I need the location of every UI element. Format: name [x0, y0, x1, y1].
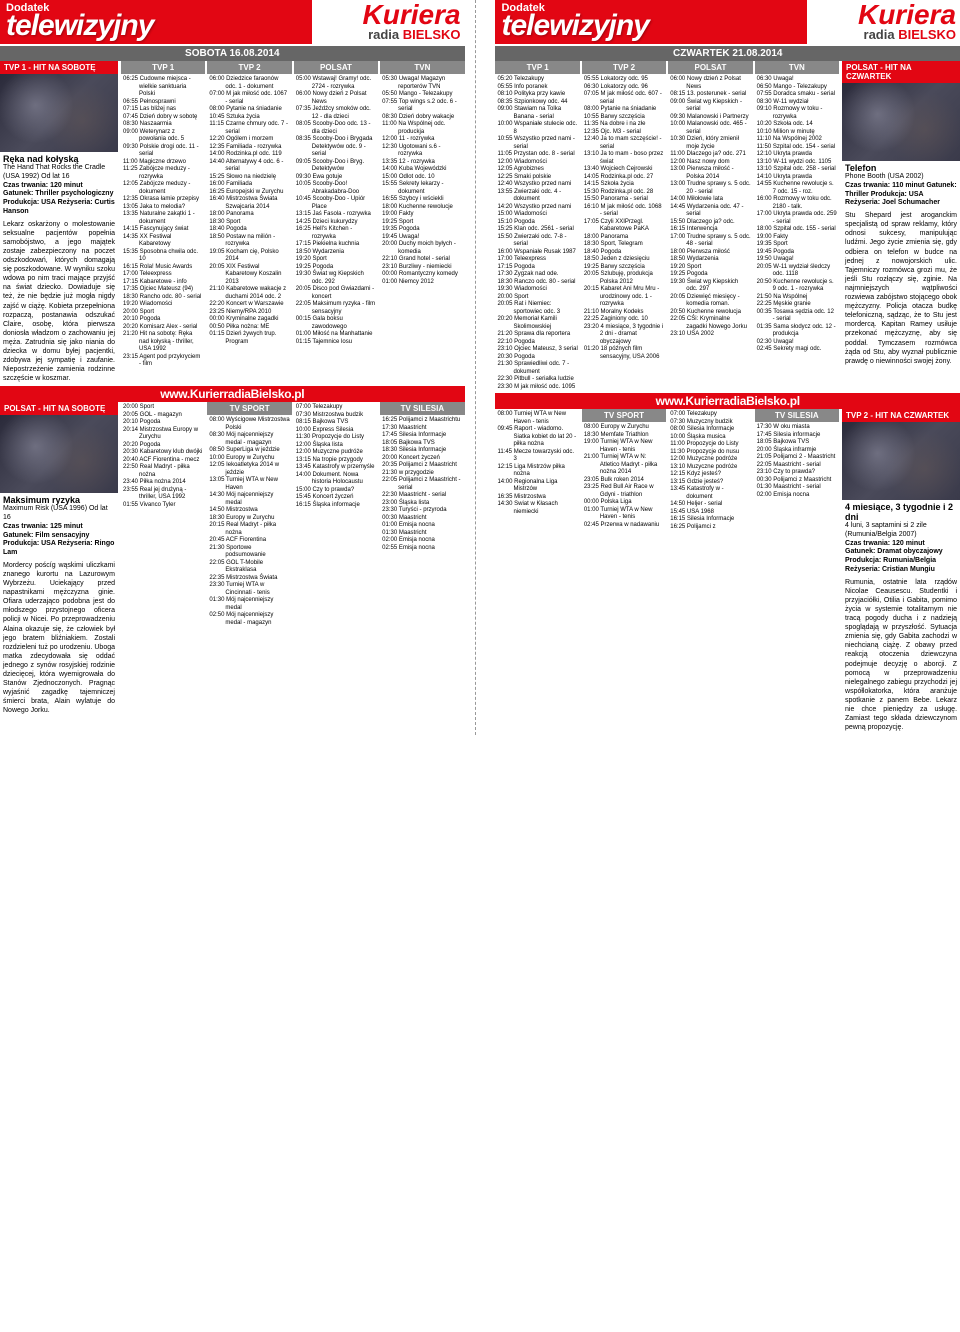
- hit-col-right-1: POLSAT - HIT NA CZWARTEK Telefon Phone B…: [842, 61, 960, 393]
- col-tvn-l: TVN 05:30 Uwaga! Magazyn reporterów TVN0…: [380, 61, 464, 386]
- col2-2-l: 07:00 Telezakupy07:30 Mistrzostwa budzik…: [294, 402, 378, 718]
- head-tvp1-l: TVP 1: [121, 61, 205, 74]
- supplement-block-r: Dodatek telewizyjny: [495, 0, 807, 44]
- hit-col-left-1: TVP 1 - HIT NA SOBOTĘ Ręka nad kołyską T…: [0, 61, 118, 386]
- listing2-3-l: 16:25 Polijamci z Maastrichtu17:30 Maast…: [380, 415, 464, 554]
- hit2-img-l: [0, 415, 118, 493]
- date-bar-left: SOBOTA 16.08.2014: [0, 46, 465, 61]
- logo-kuriera-r: Kuriera: [811, 2, 956, 27]
- supplement-title-r: telewizyjny: [501, 14, 801, 38]
- col-tvp1-l: TVP 1 06:25 Cudowne miejsca - wielkie sa…: [121, 61, 205, 386]
- logo-radio-r: radia BIELSKO: [811, 27, 956, 42]
- head-sport-l: TV SPORT: [207, 402, 291, 415]
- supplement-block: Dodatek telewizyjny: [0, 0, 312, 44]
- logo-radio: radia BIELSKO: [316, 27, 461, 42]
- supplement-title: telewizyjny: [6, 14, 306, 38]
- listing2-1-r: 08:00 Europy w Zurychu18:30 Memfate Tria…: [582, 422, 666, 531]
- col-tvn-r: TVN 06:30 Uwaga!06:50 Mango - Telezakupy…: [755, 61, 839, 393]
- date-bar-right: CZWARTEK 21.08.2014: [495, 46, 960, 61]
- listing-tvn-r: 06:30 Uwaga!06:50 Mango - Telezakupy07:5…: [755, 74, 839, 356]
- hit2-bar-l: POLSAT - HIT NA SOBOTĘ: [0, 402, 118, 415]
- listing2-2-r: 07:00 Telezakupy07:30 Muzyczny budzik08:…: [668, 409, 752, 533]
- page-right: Dodatek telewizyjny Kuriera radia BIELSK…: [495, 0, 960, 735]
- col-polsat-r: POLSAT 06:00 Nowy dzień z Polsat News08:…: [668, 61, 752, 393]
- col-tvp2-r: TVP 2 05:55 Lokatorzy odc. 9506:30 Lokat…: [582, 61, 666, 393]
- hit1-img-l: [0, 74, 118, 152]
- col2-3-r: TV SILESIA 17:30 W oku miasta17:45 Siles…: [755, 409, 839, 735]
- listing-polsat-l: 05:00 Wstawaj! Gramy! odc. 2724 - rozryw…: [294, 74, 378, 348]
- listing-tvp2-r: 05:55 Lokatorzy odc. 9506:30 Lokatorzy o…: [582, 74, 666, 363]
- hit1-info-r: Czas trwania: 110 minut Gatunek: Thrille…: [842, 182, 960, 208]
- listing2-0-r: 08:00 Turniej WTA w New Haven - tenis09:…: [495, 409, 579, 518]
- head-silesia-l: TV SILESIA: [380, 402, 464, 415]
- channel-cols-right-bottom: 08:00 Turniej WTA w New Haven - tenis09:…: [495, 409, 839, 735]
- hit1-sub-r: Phone Booth (USA 2002): [842, 173, 960, 182]
- col2-0-r: 08:00 Turniej WTA w New Haven - tenis09:…: [495, 409, 579, 735]
- listing-tvp1-r: 05:20 Telezakupy05:55 Info poranek08:10 …: [495, 74, 579, 393]
- channel-cols-right-top: TVP 1 05:20 Telezakupy05:55 Info poranek…: [495, 61, 839, 393]
- col-tvp1-r: TVP 1 05:20 Telezakupy05:55 Info poranek…: [495, 61, 579, 393]
- col-tvp2-l: TVP 2 06:00 Dziedzice faraonów odc. 1 - …: [207, 61, 291, 386]
- listing2-0-l: 20:00 Sport20:05 GOL - magazyn20:10 Pogo…: [121, 402, 205, 511]
- hit1-title-l: Ręka nad kołyską: [0, 152, 118, 164]
- col-polsat-l: POLSAT 05:00 Wstawaj! Gramy! odc. 2724 -…: [294, 61, 378, 386]
- hit-col-left-2: POLSAT - HIT NA SOBOTĘ Maksimum ryzyka M…: [0, 402, 118, 718]
- hit2-title-r: 4 miesiące, 3 tygodnie i 2 dni: [842, 500, 960, 522]
- footer-url-r: www.KurierradiaBielsko.pl: [495, 393, 960, 409]
- col2-1-r: TV SPORT 08:00 Europy w Zurychu18:30 Mem…: [582, 409, 666, 735]
- listing-tvn-l: 05:30 Uwaga! Magazyn reporterów TVN05:50…: [380, 74, 464, 288]
- hit1-title-r: Telefon: [842, 161, 960, 173]
- hit2-sub-r: 4 luni, 3 saptamini si 2 zile (Rumunia/B…: [842, 522, 960, 540]
- head-tvp2-l: TVP 2: [207, 61, 291, 74]
- hit2-info-r: Czas trwania: 120 minut Gatunek: Dramat …: [842, 540, 960, 575]
- hit2-desc-r: Rumunia, ostatnie lata rządów Nicolae Ce…: [842, 575, 960, 736]
- columns-right-bottom: 08:00 Turniej WTA w New Haven - tenis09:…: [495, 409, 960, 735]
- hit1-info-l: Czas trwania: 120 minut Gatunek: Thrille…: [0, 182, 118, 217]
- listing2-2-l: 07:00 Telezakupy07:30 Mistrzostwa budzik…: [294, 402, 378, 511]
- head-sport-r: TV SPORT: [582, 409, 666, 422]
- head-silesia-r: TV SILESIA: [755, 409, 839, 422]
- hit1-desc-l: Lekarz oskarżony o molestowanie seksualn…: [0, 217, 118, 387]
- page-left: Dodatek telewizyjny Kuriera radia BIELSK…: [0, 0, 465, 735]
- channel-cols-left-top: TVP 1 06:25 Cudowne miejsca - wielkie sa…: [121, 61, 465, 386]
- hit-col-right-2: TVP 2 - HIT NA CZWARTEK 4 miesiące, 3 ty…: [842, 409, 960, 735]
- head-tvn-l: TVN: [380, 61, 464, 74]
- logo-block: Kuriera radia BIELSKO: [312, 0, 465, 44]
- hit1-bar-l: TVP 1 - HIT NA SOBOTĘ: [0, 61, 118, 74]
- hit2-sub-l: Maximum Risk (USA 1996) Od lat 16: [0, 505, 118, 523]
- header-right: Dodatek telewizyjny Kuriera radia BIELSK…: [495, 0, 960, 44]
- head-tvp1-r: TVP 1: [495, 61, 579, 74]
- col2-0-l: 20:00 Sport20:05 GOL - magazyn20:10 Pogo…: [121, 402, 205, 718]
- columns-left-bottom: POLSAT - HIT NA SOBOTĘ Maksimum ryzyka M…: [0, 402, 465, 718]
- footer-url-l: www.KurierradiaBielsko.pl: [0, 386, 465, 402]
- hit1-img-r: [842, 83, 960, 161]
- columns-left-top: TVP 1 - HIT NA SOBOTĘ Ręka nad kołyską T…: [0, 61, 465, 386]
- listing2-1-l: 08:00 Wyścigowe Mistrzostwa Polski08:30 …: [207, 415, 291, 629]
- col2-3-l: TV SILESIA 16:25 Polijamci z Maastrichtu…: [380, 402, 464, 718]
- head-polsat-l: POLSAT: [294, 61, 378, 74]
- col2-2-r: 07:00 Telezakupy07:30 Muzyczny budzik08:…: [668, 409, 752, 735]
- channel-cols-left-bottom: 20:00 Sport20:05 GOL - magazyn20:10 Pogo…: [121, 402, 465, 718]
- hit2-bar-r: TVP 2 - HIT NA CZWARTEK: [842, 409, 960, 422]
- logo-kuriera: Kuriera: [316, 2, 461, 27]
- listing2-3-r: 17:30 W oku miasta17:45 Silesia informac…: [755, 422, 839, 501]
- head-polsat-r: POLSAT: [668, 61, 752, 74]
- hit2-img-r: [842, 422, 960, 500]
- head-tvp2-r: TVP 2: [582, 61, 666, 74]
- listing-tvp2-l: 06:00 Dziedzice faraonów odc. 1 - dokume…: [207, 74, 291, 348]
- hit2-desc-l: Mordercy poścíg wąskimi uliczkami znaneg…: [0, 558, 118, 719]
- hit1-sub-l: The Hand That Rocks the Cradle (USA 1992…: [0, 164, 118, 182]
- col2-1-l: TV SPORT 08:00 Wyścigowe Mistrzostwa Pol…: [207, 402, 291, 718]
- hit1-bar-r: POLSAT - HIT NA CZWARTEK: [842, 61, 960, 83]
- hit2-title-l: Maksimum ryzyka: [0, 493, 118, 505]
- header-left: Dodatek telewizyjny Kuriera radia BIELSK…: [0, 0, 465, 44]
- hit1-desc-r: Stu Shepard jest aroganckim specjalistą …: [842, 208, 960, 369]
- logo-block-r: Kuriera radia BIELSKO: [807, 0, 960, 44]
- hit2-info-l: Czas trwania: 125 minut Gatunek: Film se…: [0, 523, 118, 558]
- page-divider: [475, 0, 486, 735]
- columns-right-top: TVP 1 05:20 Telezakupy05:55 Info poranek…: [495, 61, 960, 393]
- listing-polsat-r: 06:00 Nowy dzień z Polsat News08:15 13. …: [668, 74, 752, 341]
- head-tvn-r: TVN: [755, 61, 839, 74]
- listing-tvp1-l: 06:25 Cudowne miejsca - wielkie sanktuar…: [121, 74, 205, 371]
